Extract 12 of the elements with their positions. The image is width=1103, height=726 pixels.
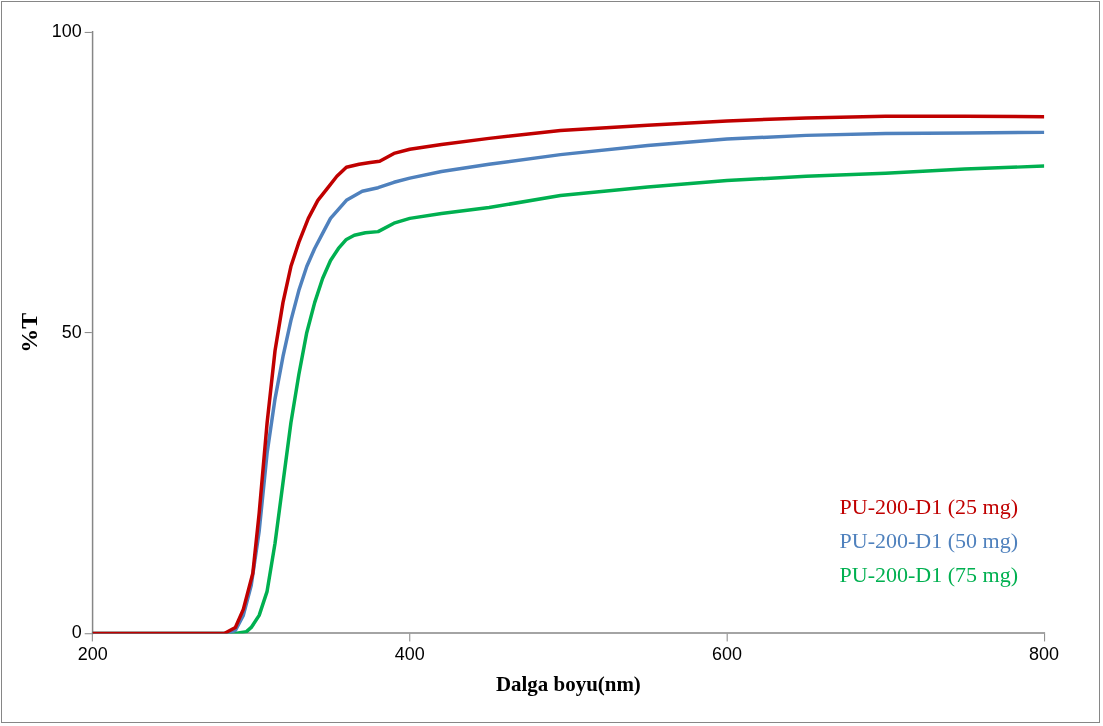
text: PU-200-D1 (75 mg) — [839, 561, 1018, 589]
y-tick-label: 0 — [71, 622, 82, 643]
x-axis-title: Dalga boyu(nm) — [495, 671, 641, 696]
x-tick-label: 800 — [1029, 644, 1060, 665]
text: PU-200-D1 (50 mg) — [839, 527, 1018, 555]
y-tick-label: 100 — [51, 20, 82, 41]
x-tick-label: 400 — [394, 644, 425, 665]
y-tick-label: 50 — [61, 321, 82, 342]
y-axis-title: %T — [15, 312, 42, 353]
x-tick-label: 200 — [77, 644, 108, 665]
text: PU-200-D1 (25 mg) — [839, 493, 1018, 521]
x-tick-label: 600 — [711, 644, 742, 665]
